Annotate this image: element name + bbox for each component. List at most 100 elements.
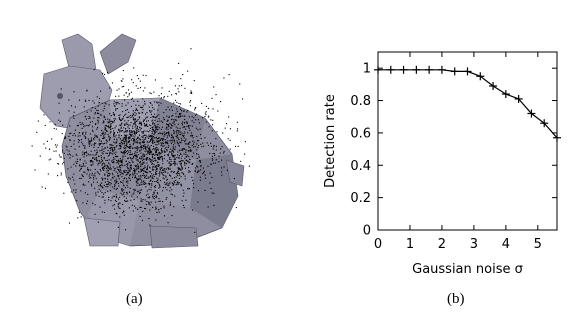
noise-point (78, 146, 80, 148)
noise-point (124, 200, 126, 202)
noise-point (82, 123, 84, 125)
noise-point (123, 127, 125, 129)
noise-point (158, 137, 160, 139)
noise-point (155, 219, 157, 221)
noise-point (169, 187, 171, 189)
noise-point (163, 112, 165, 114)
noise-point (178, 183, 180, 185)
noise-point (102, 72, 104, 74)
noise-point (134, 164, 136, 166)
noise-point (99, 169, 101, 171)
noise-point (140, 122, 142, 124)
noise-point (138, 116, 140, 118)
noise-point (134, 123, 136, 125)
noise-point (95, 157, 97, 159)
noise-point (147, 177, 149, 179)
noise-point (142, 158, 144, 160)
noise-point (159, 171, 161, 173)
noise-point (143, 140, 145, 142)
noise-point (164, 148, 166, 150)
noise-point (154, 119, 156, 121)
noise-point (133, 174, 135, 176)
noise-point (125, 200, 127, 202)
noise-point (135, 128, 137, 130)
noise-point (169, 151, 171, 153)
noise-point (73, 173, 75, 175)
noise-point (158, 175, 160, 177)
noise-point (146, 166, 148, 168)
noise-point (177, 167, 179, 169)
noise-point (102, 168, 104, 170)
noise-point (132, 210, 134, 212)
noise-point (140, 147, 142, 149)
noise-point (141, 168, 143, 170)
noise-point (193, 141, 195, 143)
noise-point (115, 146, 117, 148)
noise-point (80, 165, 82, 167)
noise-point (191, 91, 193, 93)
noise-point (100, 155, 102, 157)
noise-point (105, 142, 107, 144)
noise-point (168, 145, 170, 147)
noise-point (162, 187, 164, 189)
noise-point (194, 107, 196, 109)
noise-point (90, 169, 92, 171)
noise-point (141, 157, 143, 159)
noise-point (184, 140, 186, 142)
noise-point (119, 196, 121, 198)
noise-point (92, 131, 94, 133)
noise-point (168, 167, 170, 169)
noise-point (170, 203, 172, 205)
noise-point (109, 127, 111, 129)
noise-point (142, 210, 144, 212)
noise-point (133, 140, 135, 142)
noise-point (78, 141, 80, 143)
noise-point (195, 127, 197, 129)
noise-point (122, 189, 124, 191)
noise-point (194, 231, 196, 233)
noise-point (189, 159, 191, 161)
noise-point (152, 126, 154, 128)
noise-point (135, 124, 137, 126)
noise-point (107, 183, 109, 185)
noise-point (95, 153, 97, 155)
noise-point (169, 140, 171, 142)
noise-point (108, 122, 110, 124)
noise-point (184, 131, 186, 133)
noise-point (173, 119, 175, 121)
noise-point (69, 157, 71, 159)
noise-point (192, 209, 194, 211)
noise-point (149, 124, 151, 126)
noise-point (126, 116, 128, 118)
noise-point (194, 109, 196, 111)
noise-point (99, 143, 101, 145)
noise-point (168, 116, 170, 118)
noise-point (138, 123, 140, 125)
noise-point (124, 145, 126, 147)
noise-point (155, 148, 157, 150)
noise-point (139, 129, 141, 131)
noise-point (139, 112, 141, 114)
noise-point (140, 163, 142, 165)
noise-point (191, 116, 193, 118)
noise-point (121, 122, 123, 124)
noise-point (148, 159, 150, 161)
noise-point (97, 147, 99, 149)
noise-point (65, 145, 67, 147)
noise-point (143, 123, 145, 125)
noise-point (220, 148, 222, 150)
noise-point (126, 144, 128, 146)
noise-point (167, 154, 169, 156)
noise-point (166, 189, 168, 191)
noise-point (112, 174, 114, 176)
noise-point (103, 120, 105, 122)
noise-point (192, 179, 194, 181)
noise-point (99, 150, 101, 152)
noise-point (149, 150, 151, 152)
noise-point (120, 152, 122, 154)
noise-point (92, 163, 94, 165)
noise-point (196, 143, 198, 145)
noise-point (167, 95, 169, 97)
noise-point (184, 115, 186, 117)
noise-point (94, 168, 96, 170)
